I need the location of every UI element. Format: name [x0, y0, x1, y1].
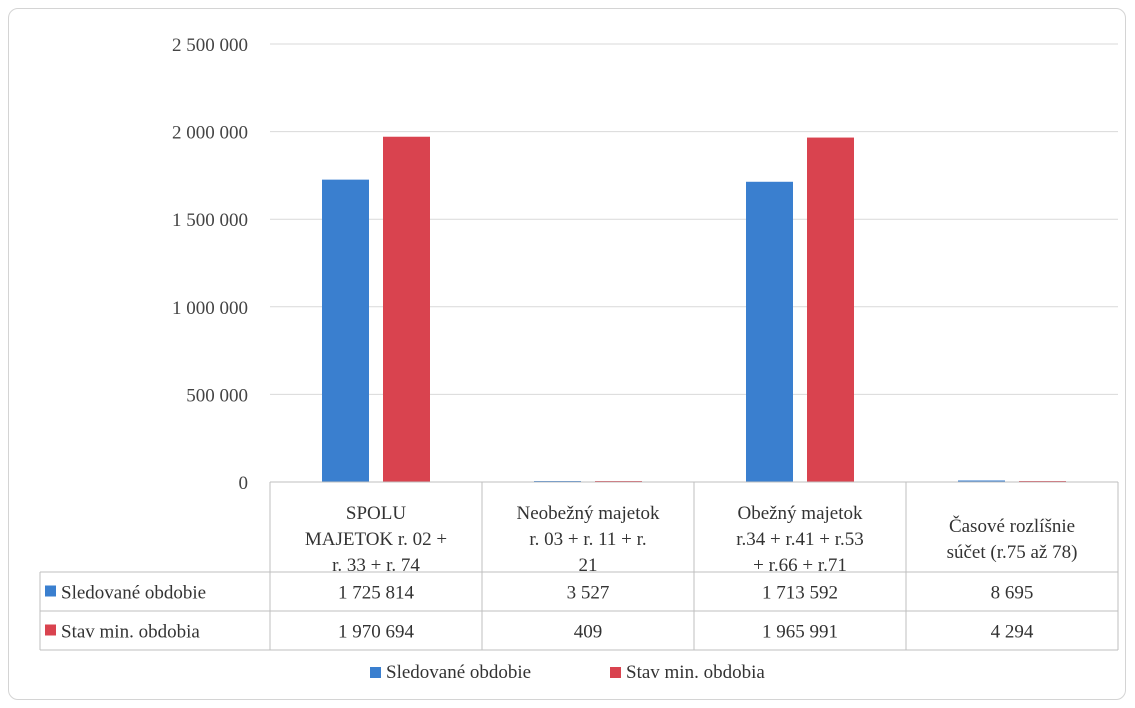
table-cell-value: 1 965 991 — [762, 622, 838, 643]
y-tick-label: 1 500 000 — [172, 210, 248, 231]
bar-sledovane — [322, 179, 369, 482]
legend-swatch — [370, 667, 381, 678]
table-cell-value: 1 725 814 — [338, 583, 415, 604]
category-label: MAJETOK r. 02 + — [305, 529, 447, 550]
table-cell-value: 1 970 694 — [338, 622, 415, 643]
legend-key-swatch — [45, 585, 56, 597]
row-label: Sledované obdobie — [61, 583, 206, 604]
table-cell-value: 3 527 — [567, 583, 610, 604]
y-tick-label: 2 500 000 — [172, 35, 248, 56]
bar-sledovane — [958, 480, 1005, 482]
y-tick-label: 1 000 000 — [172, 298, 248, 319]
bar-stav-min — [807, 137, 854, 482]
y-tick-label: 500 000 — [186, 385, 248, 406]
category-label: r. 03 + r. 11 + r. — [529, 529, 646, 550]
category-label: r.34 + r.41 + r.53 — [736, 529, 864, 550]
category-label: SPOLU — [346, 503, 406, 524]
category-label: 21 — [579, 555, 598, 576]
table-cell-value: 409 — [574, 622, 603, 643]
legend-label: Sledované obdobie — [386, 662, 531, 683]
category-label: Obežný majetok — [737, 503, 863, 524]
table-cell-value: 4 294 — [991, 622, 1034, 643]
category-label: r. 33 + r. 74 — [332, 555, 420, 576]
category-label: súčet (r.75 až 78) — [947, 542, 1078, 563]
table-cell-value: 8 695 — [991, 583, 1034, 604]
legend-swatch — [610, 667, 621, 678]
y-tick-label: 2 000 000 — [172, 123, 248, 144]
category-label: + r.66 + r.71 — [753, 555, 847, 576]
legend-key-swatch — [45, 624, 56, 636]
chart-frame — [8, 8, 1126, 700]
category-label: Časové rozlíšnie — [949, 515, 1075, 537]
y-tick-label: 0 — [239, 473, 249, 494]
bar-sledovane — [746, 181, 793, 482]
legend-label: Stav min. obdobia — [626, 662, 765, 683]
category-label: Neobežný majetok — [517, 503, 660, 524]
table-cell-value: 1 713 592 — [762, 583, 838, 604]
row-label: Stav min. obdobia — [61, 622, 200, 643]
bar-stav-min — [383, 136, 430, 482]
